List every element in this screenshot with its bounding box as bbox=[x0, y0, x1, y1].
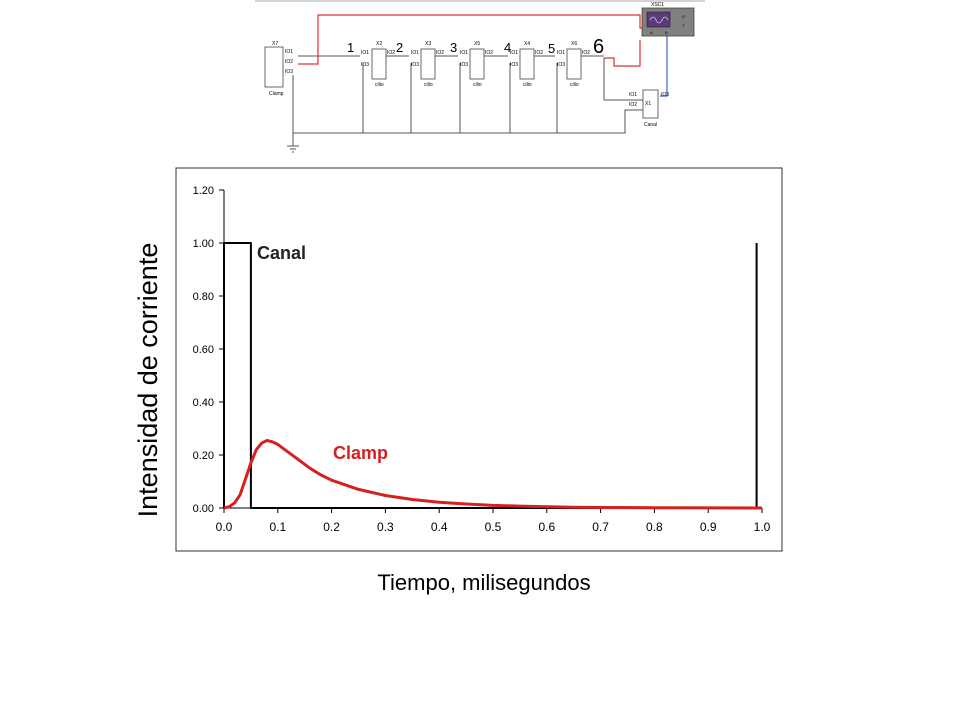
svg-text:cilio: cilio bbox=[570, 82, 579, 88]
svg-text:IO2: IO2 bbox=[535, 50, 543, 56]
svg-text:X5: X5 bbox=[474, 41, 480, 47]
svg-text:IO2: IO2 bbox=[285, 59, 293, 65]
component-x5: X5 IO1 IO2 IO3 cilio bbox=[460, 41, 493, 88]
series-line-clamp bbox=[223, 438, 763, 510]
svg-text:T: T bbox=[682, 23, 685, 28]
x-tick-label: 0.1 bbox=[269, 520, 286, 534]
x-tick-label: 0.8 bbox=[646, 520, 663, 534]
svg-text:IO3: IO3 bbox=[411, 62, 419, 68]
svg-text:IO1: IO1 bbox=[629, 92, 637, 98]
svg-text:B: B bbox=[665, 30, 668, 35]
oscilloscope: XSC1 A B G T bbox=[641, 2, 695, 37]
node-number: 4 bbox=[504, 40, 511, 55]
circuit-schematic: X7 IO1 IO2 IO3 Clamp X2 IO1 IO2 IO3 cili… bbox=[255, 0, 705, 153]
x-tick-label: 0.0 bbox=[216, 520, 233, 534]
svg-text:IO1: IO1 bbox=[510, 50, 518, 56]
svg-text:cilio: cilio bbox=[473, 82, 482, 88]
svg-text:IO3: IO3 bbox=[661, 92, 669, 98]
svg-text:cilio: cilio bbox=[424, 82, 433, 88]
svg-text:IO3: IO3 bbox=[510, 62, 518, 68]
x-tick-label: 0.9 bbox=[700, 520, 717, 534]
svg-text:XSC1: XSC1 bbox=[651, 2, 664, 8]
chart-frame bbox=[175, 167, 783, 552]
node-number: 2 bbox=[396, 40, 403, 55]
svg-text:X1: X1 bbox=[645, 101, 651, 107]
probe-b-wire bbox=[660, 36, 668, 97]
svg-text:X4: X4 bbox=[524, 41, 530, 47]
x-tick-label: 0.4 bbox=[431, 520, 448, 534]
svg-text:cilio: cilio bbox=[523, 82, 532, 88]
svg-text:X6: X6 bbox=[571, 41, 577, 47]
series-label-clamp: Clamp bbox=[333, 443, 388, 463]
component-x4: X4 IO1 IO2 IO3 cilio bbox=[510, 41, 543, 88]
node-number: 5 bbox=[548, 41, 555, 56]
x-tick-label: 0.2 bbox=[323, 520, 340, 534]
svg-text:cilio: cilio bbox=[375, 82, 384, 88]
y-tick-label: 0.00 bbox=[193, 503, 214, 515]
y-tick-label: 1.20 bbox=[193, 185, 214, 197]
x-tick-label: 0.3 bbox=[377, 520, 394, 534]
component-x6: X6 IO1 IO2 IO3 cilio bbox=[557, 41, 590, 88]
svg-text:IO1: IO1 bbox=[285, 49, 293, 55]
y-tick-label: 0.60 bbox=[193, 344, 214, 356]
svg-text:IO2: IO2 bbox=[387, 50, 395, 56]
probe-a-wire-canal bbox=[604, 40, 641, 67]
svg-text:IO2: IO2 bbox=[629, 102, 637, 108]
component-x7: X7 IO1 IO2 IO3 Clamp bbox=[264, 41, 293, 97]
probe-a-wire bbox=[298, 14, 643, 65]
y-tick-label: 0.80 bbox=[193, 291, 214, 303]
svg-text:IO3: IO3 bbox=[361, 62, 369, 68]
svg-text:X3: X3 bbox=[425, 41, 431, 47]
y-axis-title: Intensidad de corriente bbox=[133, 243, 163, 518]
x-tick-label: 0.5 bbox=[485, 520, 502, 534]
x-tick-label: 1.0 bbox=[754, 520, 771, 534]
component-canal: IO1 IO2 IO3 X1 Canal bbox=[629, 89, 669, 128]
ground-bus bbox=[292, 75, 643, 134]
svg-text:IO1: IO1 bbox=[460, 50, 468, 56]
series-line-canal bbox=[223, 242, 758, 509]
svg-text:IO2: IO2 bbox=[485, 50, 493, 56]
svg-text:IO1: IO1 bbox=[557, 50, 565, 56]
svg-text:A: A bbox=[650, 30, 653, 35]
svg-text:IO3: IO3 bbox=[285, 69, 293, 75]
svg-text:X2: X2 bbox=[376, 41, 382, 47]
svg-text:IO2: IO2 bbox=[436, 50, 444, 56]
y-tick-label: 0.20 bbox=[193, 450, 214, 462]
svg-text:IO2: IO2 bbox=[582, 50, 590, 56]
node-number: 1 bbox=[347, 40, 354, 55]
svg-text:Canal: Canal bbox=[644, 122, 657, 128]
x-tick-label: 0.7 bbox=[592, 520, 609, 534]
svg-text:X7: X7 bbox=[272, 41, 278, 47]
svg-text:IO3: IO3 bbox=[460, 62, 468, 68]
node-number: 3 bbox=[450, 40, 457, 55]
y-tick-label: 1.00 bbox=[193, 238, 214, 250]
node-number: 6 bbox=[593, 36, 604, 58]
x-axis-title: Tiempo, milisegundos bbox=[377, 570, 590, 595]
svg-text:Clamp: Clamp bbox=[269, 91, 284, 97]
y-tick-label: 0.40 bbox=[193, 397, 214, 409]
component-x3: X3 IO1 IO2 IO3 cilio bbox=[411, 41, 444, 88]
component-x2: X2 IO1 IO2 IO3 cilio bbox=[361, 41, 395, 88]
svg-text:IO3: IO3 bbox=[557, 62, 565, 68]
x-tick-label: 0.6 bbox=[538, 520, 555, 534]
svg-text:IO1: IO1 bbox=[411, 50, 419, 56]
series-label-canal: Canal bbox=[257, 243, 306, 263]
svg-text:IO1: IO1 bbox=[361, 50, 369, 56]
svg-text:G: G bbox=[682, 14, 685, 19]
